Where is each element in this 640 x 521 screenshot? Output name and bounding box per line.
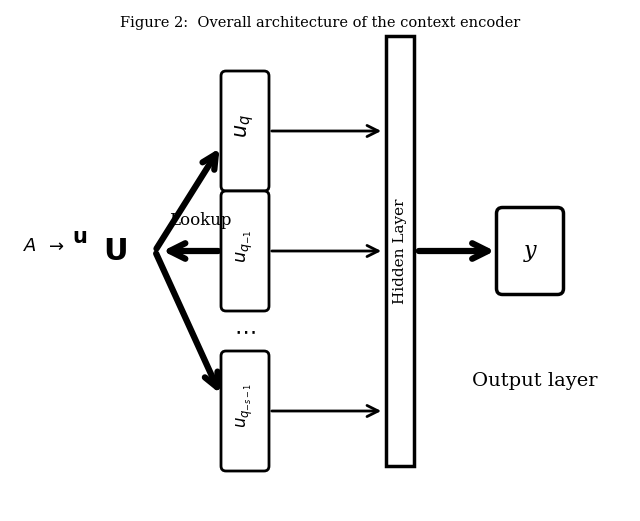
FancyBboxPatch shape: [221, 71, 269, 191]
Text: $A$: $A$: [23, 237, 37, 255]
Text: $\mathbf{U}$: $\mathbf{U}$: [103, 235, 127, 267]
Text: $u_{q_{-1}}$: $u_{q_{-1}}$: [235, 229, 255, 263]
Text: Figure 2:  Overall architecture of the context encoder: Figure 2: Overall architecture of the co…: [120, 16, 520, 30]
Text: Output layer: Output layer: [472, 372, 598, 390]
Text: $\rightarrow$: $\rightarrow$: [45, 237, 65, 255]
Text: $u_q$: $u_q$: [234, 114, 257, 138]
Text: $\cdots$: $\cdots$: [234, 321, 256, 341]
Text: Lookup: Lookup: [169, 212, 231, 229]
FancyBboxPatch shape: [221, 351, 269, 471]
Text: $\mathbf{u}$: $\mathbf{u}$: [72, 227, 88, 247]
FancyBboxPatch shape: [497, 207, 563, 294]
Text: $u_{q_{-s-1}}$: $u_{q_{-s-1}}$: [235, 382, 255, 428]
Text: Hidden Layer: Hidden Layer: [393, 199, 407, 304]
FancyBboxPatch shape: [221, 191, 269, 311]
Text: y: y: [524, 240, 536, 262]
Bar: [386, 36, 414, 466]
